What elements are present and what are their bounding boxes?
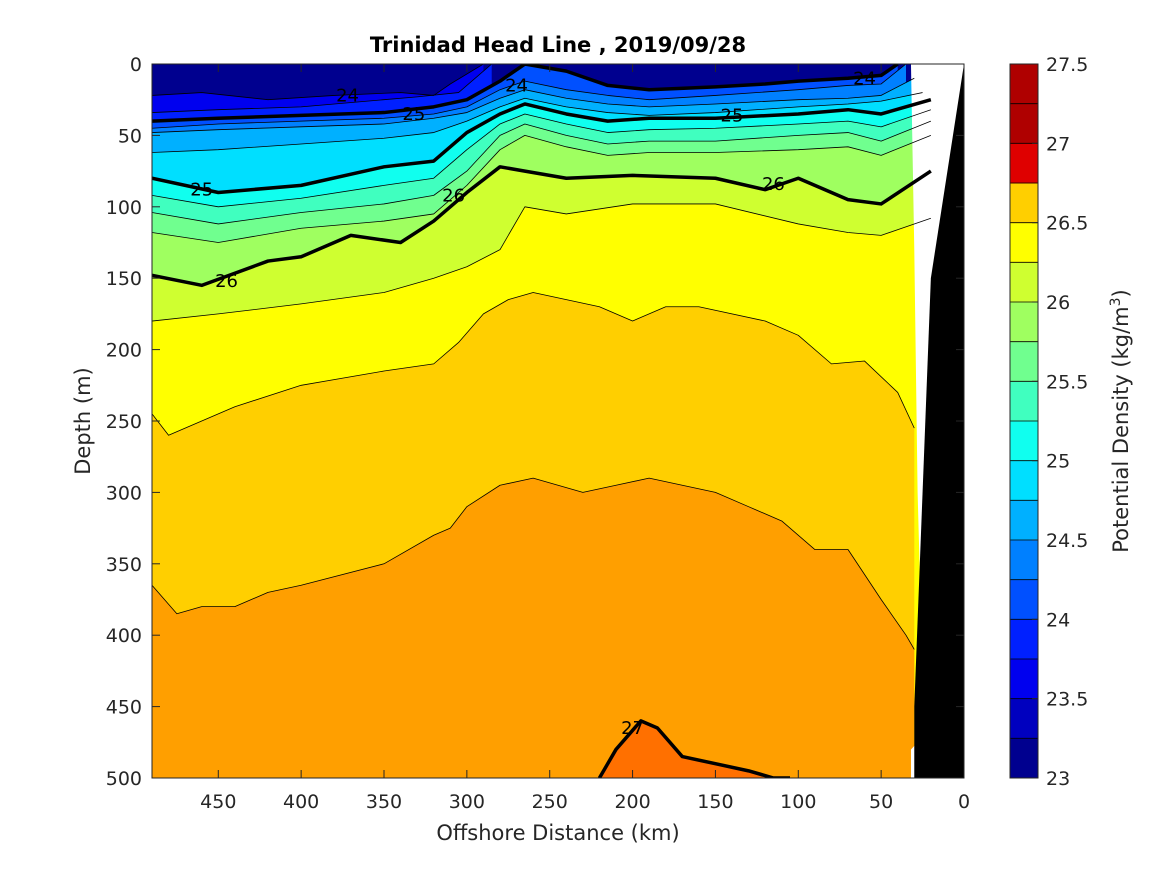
isopycnal-25 — [152, 98, 932, 195]
colorbar-tick-label: 27.5 — [1046, 54, 1088, 76]
colorbar-title: Potential Density (kg/m3) — [1108, 289, 1133, 553]
contour-label-25: 25 — [190, 180, 213, 201]
isopycnal-24-5 — [152, 77, 915, 133]
x-tick-label: 150 — [697, 791, 733, 813]
isopycnal-24 — [152, 64, 899, 123]
colorbar-tick-label: 24.5 — [1046, 530, 1088, 552]
colorbar-segment — [1010, 341, 1038, 382]
colorbar-tick-label: 24 — [1046, 609, 1070, 631]
x-tick-label: 200 — [614, 791, 650, 813]
x-tick-label: 450 — [200, 791, 236, 813]
colorbar-segment — [1010, 460, 1038, 501]
isopycnal-26 — [152, 165, 932, 288]
colorbar-tick-label: 25.5 — [1046, 371, 1088, 393]
y-tick-label: 150 — [106, 268, 142, 290]
contour-fill-27 — [599, 720, 790, 778]
y-tick-label: 300 — [106, 482, 142, 504]
colorbar: 23 23.5 24 24.5 25 25.5 26 26.5 27 27.5 — [1009, 54, 1088, 790]
colorbar-tick-label: 26.5 — [1046, 213, 1088, 235]
y-tick-label: 500 — [106, 768, 142, 790]
colorbar-tick-label: 23.5 — [1046, 689, 1088, 711]
chart-title: Trinidad Head Line , 2019/09/28 — [370, 33, 746, 57]
colorbar-segment — [1010, 421, 1038, 462]
x-tick-label: 0 — [958, 791, 970, 813]
x-tick-label: 100 — [780, 791, 816, 813]
plot-area — [152, 64, 964, 778]
y-tick-label: 350 — [106, 554, 142, 576]
y-tick-label: 200 — [106, 340, 142, 362]
isopycnal-24-75 — [152, 92, 923, 153]
contour-lines — [152, 64, 932, 778]
colorbar-segment — [1010, 143, 1038, 184]
colorbar-tick-label: 26 — [1046, 292, 1070, 314]
colorbar-tick-label: 25 — [1046, 451, 1070, 473]
colorbar-segment — [1010, 738, 1038, 779]
colorbar-tick-label: 27 — [1046, 133, 1070, 155]
colorbar-title-close: ) — [1109, 289, 1133, 297]
contour-label-25: 25 — [402, 104, 425, 125]
isopycnal-27 — [597, 719, 790, 778]
contour-label-25: 25 — [721, 105, 744, 126]
contour-label-24: 24 — [505, 75, 528, 96]
colorbar-segment — [1010, 619, 1038, 660]
colorbar-segment — [1010, 659, 1038, 700]
x-tick-label: 400 — [283, 791, 319, 813]
bathymetry — [914, 64, 964, 778]
x-tick-label: 50 — [869, 791, 893, 813]
colorbar-title-superscript: 3 — [1108, 297, 1124, 306]
contour-label-26: 26 — [215, 271, 238, 292]
contour-label-24: 24 — [853, 68, 876, 89]
x-tick-label: 300 — [449, 791, 485, 813]
x-tick-label: 350 — [366, 791, 402, 813]
contour-label-26: 26 — [442, 185, 465, 206]
colorbar-title-main: Potential Density (kg/m — [1109, 306, 1133, 552]
isopycnal-23-75 — [152, 64, 492, 113]
isopycnal-25-75 — [152, 135, 932, 243]
isopycnal-25-25 — [152, 109, 931, 208]
colorbar-segment — [1010, 540, 1038, 581]
isopycnal-23-5 — [152, 64, 484, 101]
colorbar-segment — [1010, 183, 1038, 224]
y-axis-title: Depth (m) — [71, 367, 95, 474]
y-tick-label: 450 — [106, 697, 142, 719]
isopycnal-26-25 — [152, 203, 931, 322]
contour-label-26: 26 — [762, 174, 785, 195]
colorbar-segment — [1010, 262, 1038, 303]
y-axis: 0 50 100 150 200 250 300 350 400 450 500 — [106, 54, 964, 790]
colorbar-segment — [1010, 381, 1038, 422]
y-tick-label: 250 — [106, 411, 142, 433]
y-tick-label: 100 — [106, 197, 142, 219]
contour-label-24: 24 — [336, 85, 359, 106]
contour-fill-26-75 — [152, 478, 915, 778]
y-tick-label: 400 — [106, 625, 142, 647]
isopycnal-26-75 — [152, 477, 915, 650]
y-tick-label: 0 — [130, 54, 142, 76]
isopycnal-26-5 — [152, 292, 915, 436]
colorbar-frame — [1009, 63, 1039, 779]
x-axis-title: Offshore Distance (km) — [436, 821, 679, 845]
contour-labels: 24 24 24 25 25 25 26 26 26 27 — [190, 68, 876, 739]
contour-label-27: 27 — [621, 718, 644, 739]
isopycnal-24-25 — [152, 64, 907, 129]
colorbar-segment — [1010, 302, 1038, 343]
colorbar-tick-label: 23 — [1046, 768, 1070, 790]
colorbar-segment — [1010, 698, 1038, 739]
colorbar-segment — [1010, 500, 1038, 541]
y-tick-label: 50 — [118, 125, 142, 147]
colorbar-segment — [1010, 579, 1038, 620]
x-tick-label: 250 — [532, 791, 568, 813]
isopycnal-25-5 — [152, 120, 932, 225]
colorbar-segment — [1010, 222, 1038, 263]
x-axis: 450 400 350 300 250 200 150 100 50 0 — [200, 64, 970, 813]
